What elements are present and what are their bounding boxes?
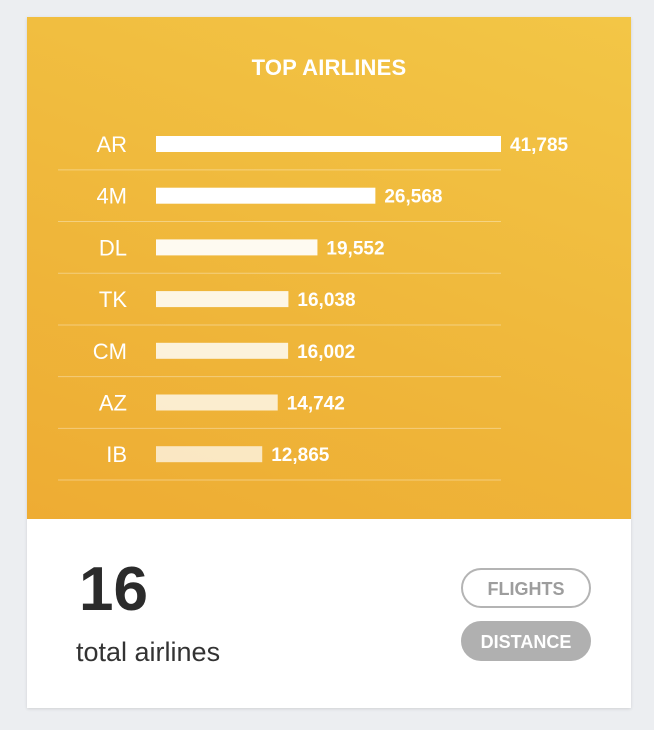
bar-az (156, 394, 278, 411)
value-label: 16,002 (297, 342, 355, 363)
bar-chart: AR 41,785 4M 26,568 DL 19,552 TK 16,038 CM 16,002… (58, 132, 569, 481)
value-label: 12,865 (271, 445, 330, 466)
value-label: 14,742 (287, 394, 345, 415)
value-label: 19,552 (326, 238, 384, 259)
bar-cm (156, 342, 289, 359)
category-label: AZ (99, 391, 127, 416)
bar-ib (156, 446, 263, 463)
distance-toggle-button[interactable]: DISTANCE (461, 621, 591, 661)
category-label: IB (106, 442, 127, 467)
summary-section: 16 total airlines FLIGHTS DISTANCE (27, 519, 631, 708)
top-airlines-card: TOP AIRLINES AR 41,785 4M 26,568 DL 19,552 TK 1… (27, 17, 631, 708)
value-label: 16,038 (297, 290, 355, 311)
category-label: AR (96, 132, 127, 157)
value-label: 26,568 (384, 187, 442, 208)
bar-dl (156, 239, 318, 256)
category-label: DL (99, 235, 127, 260)
bar-4m (156, 187, 376, 204)
value-label: 41,785 (510, 135, 569, 156)
total-airlines-count: 16 (79, 555, 148, 624)
category-label: 4M (96, 184, 127, 209)
bar-tk (156, 291, 289, 308)
bar-ar (156, 136, 501, 152)
category-label: TK (99, 287, 127, 312)
category-label: CM (93, 339, 127, 364)
chart-title: TOP AIRLINES (251, 55, 407, 80)
total-airlines-label: total airlines (76, 637, 221, 667)
chart-panel: TOP AIRLINES AR 41,785 4M 26,568 DL 19,552 TK 1… (27, 17, 631, 519)
flights-toggle-button[interactable]: FLIGHTS (461, 568, 591, 608)
